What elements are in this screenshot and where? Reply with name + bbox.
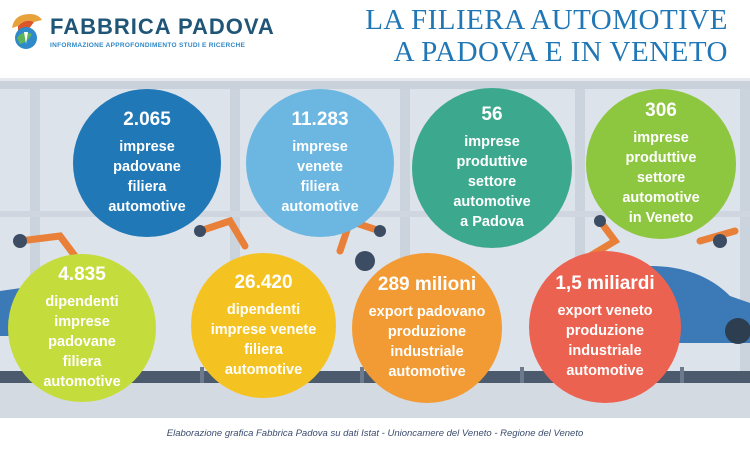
stat-value: 26.420 (234, 271, 293, 293)
stat-label: dipendenti imprese padovane filiera auto… (43, 294, 121, 390)
brand-name: FABBRICA PADOVA (50, 14, 275, 39)
stat-value: 11.283 (291, 109, 349, 130)
stat-value: 289 milioni (377, 274, 477, 295)
stat-label: dipendenti imprese venete filiera automo… (210, 301, 317, 378)
source-footer: Elaborazione grafica Fabbrica Padova su … (166, 428, 584, 439)
page-title-line-2: A PADOVA E IN VENETO (393, 36, 728, 68)
stat-value: 56 (481, 104, 503, 125)
stat-imprese-produttive-veneto: 306 imprese produttive settore automotiv… (586, 89, 736, 239)
stat-label: export padovano produzione industriale a… (368, 304, 486, 380)
stat-imprese-padovane: 2.065 imprese padovane filiera automotiv… (73, 89, 221, 237)
stat-label: export veneto produzione industriale aut… (557, 303, 653, 379)
stat-value: 1,5 miliardi (555, 273, 655, 294)
stat-imprese-venete: 11.283 imprese venete filiera automotive (246, 89, 394, 237)
stat-value: 4.835 (58, 264, 106, 285)
stat-export-padovano: 289 milioni export padovano produzione i… (352, 253, 502, 403)
stat-label: imprese produttive settore automotive a … (453, 134, 531, 230)
fabbrica-padova-logo-icon (12, 14, 42, 49)
stat-label: imprese produttive settore automotive in… (622, 130, 700, 226)
stat-imprese-produttive-padova: 56 imprese produttive settore automotive… (412, 88, 572, 248)
stat-value: 2.065 (123, 109, 171, 130)
stat-label: imprese venete filiera automotive (281, 139, 359, 215)
brand-tagline: INFORMAZIONE APPROFONDIMENTO STUDI E RIC… (50, 42, 246, 49)
header: FABBRICA PADOVA INFORMAZIONE APPROFONDIM… (0, 0, 750, 81)
stat-dipendenti-padovane: 4.835 dipendenti imprese padovane filier… (8, 254, 156, 402)
stat-value: 306 (645, 100, 677, 121)
page-title-line-1: LA FILIERA AUTOMOTIVE (365, 4, 728, 36)
stat-dipendenti-venete: 26.420 dipendenti imprese venete filiera… (191, 253, 336, 398)
stat-export-veneto: 1,5 miliardi export veneto produzione in… (529, 251, 681, 403)
stat-label: imprese padovane filiera automotive (108, 139, 186, 215)
